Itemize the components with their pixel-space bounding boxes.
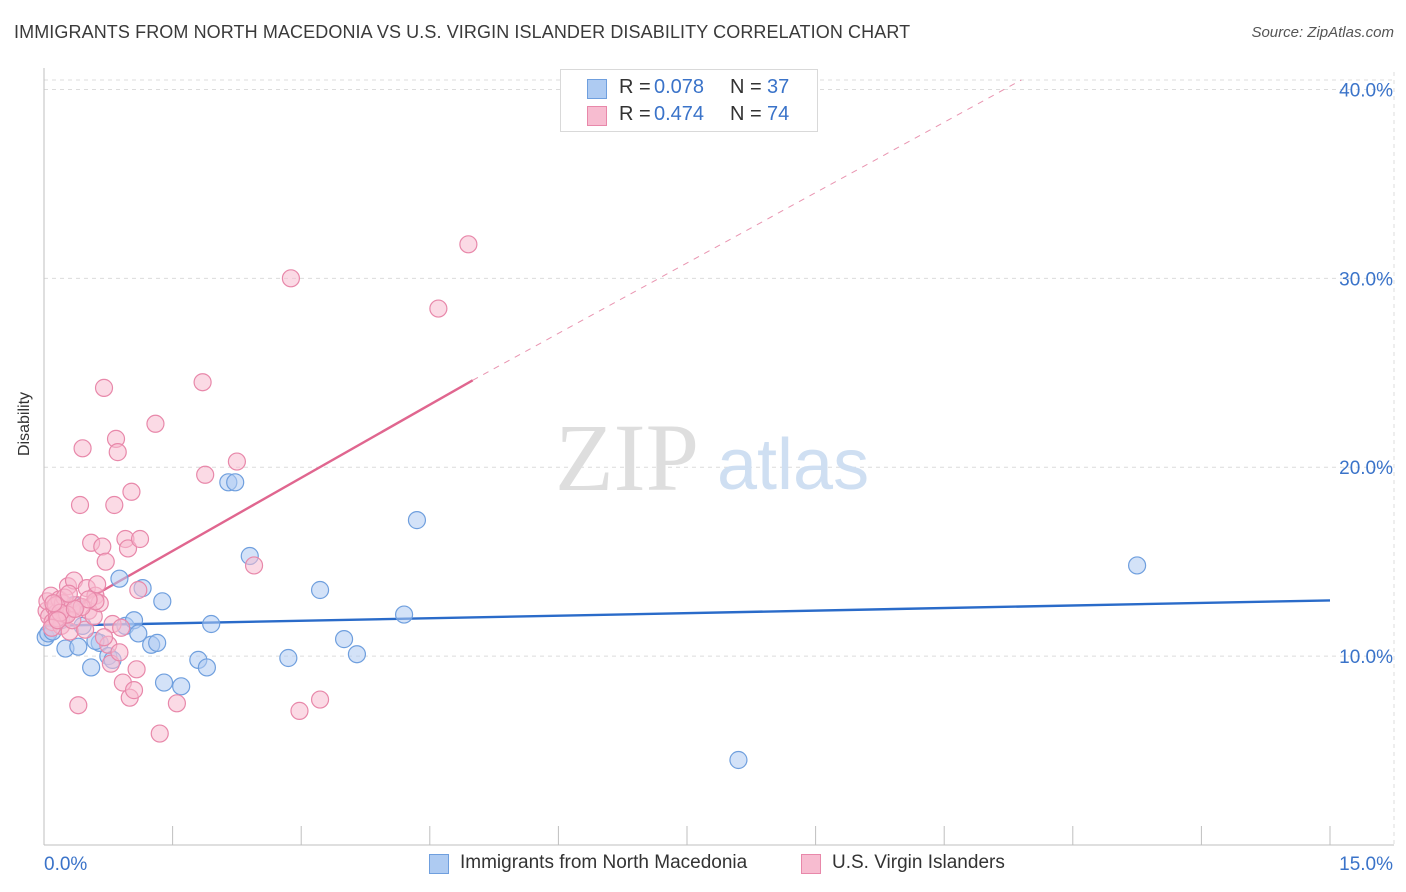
pink-data-point [124, 681, 144, 700]
pink-data-point [112, 618, 131, 637]
pink-data-point [70, 495, 90, 515]
bottom-legend-label: U.S. Virgin Islanders [832, 852, 1005, 873]
axes [43, 68, 1394, 846]
y-axis-label: Disability [16, 391, 33, 456]
bottom-legend-swatch-blue [429, 854, 449, 874]
pink-data-point [281, 269, 301, 288]
pink-data-point [73, 439, 92, 458]
blue-data-point [1127, 556, 1147, 575]
y-tick-label: 30.0% [1339, 269, 1393, 290]
blue-data-point [279, 648, 298, 668]
pink-data-point [150, 724, 169, 743]
blue-data-point [202, 614, 221, 634]
blue-data-point [197, 658, 216, 677]
bottom-legend-label: Immigrants from North Macedonia [460, 852, 748, 873]
pink-data-point [196, 465, 215, 484]
trendlines [43, 79, 1331, 628]
pink-data-point [108, 443, 127, 462]
pink-data-point [310, 690, 330, 709]
y-tick-label: 10.0% [1339, 647, 1393, 668]
blue-data-point [310, 580, 330, 600]
pink-data-point [429, 299, 448, 318]
blue-data-point [407, 511, 427, 530]
legend-swatch-blue [587, 79, 607, 99]
blue-data-point [110, 569, 129, 588]
pink-data-point [227, 452, 246, 471]
pink-data-point [290, 701, 309, 720]
x-tick-label: 15.0% [1339, 854, 1393, 875]
y-tick-label: 40.0% [1339, 80, 1393, 101]
legend-swatch-pink [587, 106, 607, 126]
x-tick-label: 0.0% [44, 854, 87, 875]
blue-data-point [153, 592, 172, 611]
pink-data-point [59, 584, 78, 603]
pink-data-point [93, 537, 112, 556]
watermark-atlas: atlas [717, 425, 869, 505]
blue-data-point [148, 633, 167, 652]
pink-data-point [110, 643, 129, 662]
blue-data-point [154, 673, 174, 692]
chart-source: Source: ZipAtlas.com [1251, 24, 1394, 41]
legend-r-value: 0.078 [654, 76, 705, 98]
blue-data-point [226, 473, 245, 492]
blue-data-point [334, 630, 354, 649]
pink-data-point [127, 660, 146, 679]
blue-data-point [129, 624, 148, 643]
pink-data-point [88, 575, 107, 594]
blue-data-point [347, 645, 367, 664]
pink-data-point [96, 552, 115, 571]
pink-data-point [69, 696, 88, 715]
legend-n-label: N = [730, 76, 762, 98]
legend-n-label: N = [730, 103, 762, 125]
blue-data-point [82, 658, 101, 677]
legend-r-value: 0.474 [654, 103, 705, 125]
pink-data-point [459, 235, 478, 254]
pink-trendline-extension [472, 79, 1022, 381]
blue-trendline [43, 599, 1331, 628]
pink-data-point [48, 611, 67, 630]
pink-data-point [79, 590, 98, 609]
pink-data-point [193, 373, 212, 392]
legend-n-value: 37 [767, 76, 790, 98]
pink-data-point [118, 539, 138, 558]
watermark-zip: ZIP [555, 404, 699, 511]
chart-title: IMMIGRANTS FROM NORTH MACEDONIA VS U.S. … [14, 22, 911, 42]
blue-data-point [172, 677, 191, 696]
bottom-legend-swatch-pink [801, 854, 821, 874]
y-tick-label: 20.0% [1339, 458, 1393, 479]
pink-data-point [44, 594, 63, 613]
data-points [36, 235, 1147, 770]
tick-labels: 10.0% 20.0% 30.0% 40.0% 0.0% 15.0% [44, 80, 1393, 875]
pink-data-point [167, 694, 186, 713]
pink-data-point [146, 414, 165, 433]
pink-data-point [122, 482, 141, 501]
pink-data-point [76, 620, 95, 639]
blue-data-point [394, 605, 414, 624]
pink-data-point [129, 580, 148, 600]
watermark: ZIP atlas [555, 404, 869, 511]
blue-data-point [69, 637, 88, 656]
correlation-legend: R = 0.078 N = 37 R = 0.474 N = 74 [560, 69, 818, 132]
pink-data-point [94, 628, 114, 647]
pink-data-point [244, 556, 264, 575]
pink-data-point [130, 529, 150, 549]
pink-data-point [105, 495, 124, 515]
pink-data-point [65, 599, 84, 618]
legend-r-label: R = [619, 76, 651, 98]
legend-n-value: 74 [767, 103, 790, 125]
legend-r-label: R = [619, 103, 651, 125]
blue-data-point [729, 750, 748, 770]
pink-data-point [94, 378, 114, 397]
